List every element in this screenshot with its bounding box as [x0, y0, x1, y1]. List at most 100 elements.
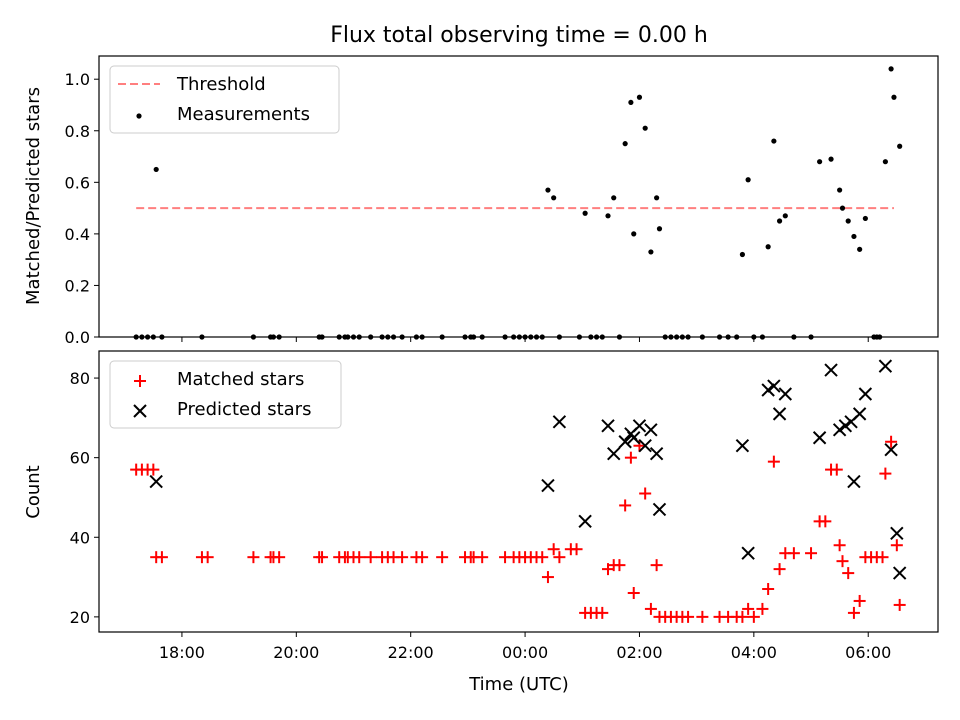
matched-star-marker: [747, 610, 760, 623]
matched-star-marker: [736, 610, 749, 623]
measurement-point: [882, 159, 888, 165]
matched-star-marker: [570, 543, 583, 556]
chart-title: Flux total observing time = 0.00 h: [330, 23, 708, 48]
predicted-star-marker: [601, 419, 615, 433]
measurement-point: [582, 210, 588, 216]
y-tick-label: 40: [70, 528, 90, 547]
predicted-star-marker: [838, 419, 853, 433]
matched-star-marker: [627, 586, 640, 599]
matched-star-marker: [416, 551, 429, 564]
top-panel: 0.0 0.2 0.4 0.6 0.8 1.0 Matched/Predicted sta…: [23, 55, 939, 347]
threshold-legend-label: Threshold: [176, 74, 266, 95]
measurement-point: [636, 94, 643, 100]
y-tick-label: 60: [70, 449, 90, 468]
predicted-star-marker: [652, 502, 667, 517]
matched-star-marker: [767, 455, 780, 468]
measurement-point: [851, 233, 857, 240]
matched-star-marker: [247, 551, 260, 564]
x-axis: 18:00 20:00 22:00 00:00 02:00 04:00 06:00: [159, 632, 891, 662]
measurement-point: [551, 195, 557, 201]
measurements-legend-label: Measurements: [177, 104, 310, 125]
measurement-point: [897, 143, 903, 149]
predicted-star-marker: [824, 363, 838, 377]
top-y-axis-label: Matched/Predicted stars: [23, 87, 44, 305]
matched-star-marker: [155, 551, 168, 564]
predicted-star-marker: [541, 478, 555, 493]
matched-star-marker: [756, 602, 769, 615]
measurement-point: [828, 156, 834, 162]
measurement-point: [839, 205, 846, 211]
measurement-point: [611, 195, 617, 201]
measurement-point: [628, 99, 634, 106]
predicted-star-marker: [741, 546, 755, 560]
x-tick-label: 06:00: [845, 643, 891, 662]
bottom-y-axis-label: Count: [23, 465, 44, 518]
predicted-star-marker: [852, 407, 867, 421]
predicted-star-marker: [578, 514, 592, 529]
matched-star-marker: [476, 551, 489, 564]
measurement-point: [862, 215, 868, 222]
predicted-star-marker: [552, 415, 567, 429]
matched-star-marker: [650, 559, 663, 572]
predicted-star-marker: [649, 446, 664, 461]
matched-star-marker: [819, 515, 832, 528]
bottom-legend-box: [109, 360, 342, 429]
matched-star-marker: [613, 559, 626, 572]
matched-star-marker: [847, 606, 860, 619]
matched-star-marker: [805, 547, 818, 560]
y-tick-label: 0.8: [65, 122, 90, 141]
top-x-ticks: [181, 337, 869, 342]
matched-star-marker: [876, 551, 889, 564]
matched-star-marker: [541, 571, 554, 584]
matched-star-marker: [742, 602, 755, 615]
y-tick-label: 1.0: [65, 70, 90, 89]
predicted-star-marker: [607, 446, 621, 461]
matched-star-marker: [536, 551, 549, 564]
matched-star-marker: [644, 602, 657, 615]
y-tick-label: 20: [70, 608, 90, 627]
measurement-point: [656, 226, 663, 232]
predicted-star-marker: [735, 439, 750, 453]
predicted-star-marker: [761, 383, 775, 397]
measurement-point: [771, 138, 777, 144]
bottom-panel: 20 40 60 80 18:00 20:00 22:00 00:00 02:00 04:00 0…: [23, 350, 939, 695]
bottom-y-axis: 20 40 60 80: [70, 369, 99, 627]
predicted-star-marker: [858, 387, 873, 401]
x-tick-label: 20:00: [273, 643, 319, 662]
measurement-point: [888, 66, 894, 72]
matched-star-marker: [547, 543, 560, 556]
bottom-panel-frame: [98, 350, 939, 633]
measurement-point: [545, 187, 551, 193]
measurements-legend-swatch: [136, 113, 142, 119]
matched-star-marker: [624, 451, 637, 464]
matched-star-marker: [853, 594, 866, 607]
predicted-star-marker: [149, 474, 163, 489]
measurement-point: [857, 246, 863, 252]
measurement-point: [782, 213, 788, 219]
matched-star-marker: [364, 551, 377, 564]
measurement-point: [891, 94, 897, 100]
x-tick-label: 02:00: [616, 643, 662, 662]
predicted-star-marker: [890, 526, 904, 540]
matched-star-marker: [273, 551, 286, 564]
measurement-point: [631, 231, 637, 237]
measurement-point: [648, 249, 654, 255]
matched-star-marker: [893, 598, 906, 611]
matched-star-marker: [633, 439, 646, 452]
measurement-point: [817, 159, 823, 165]
measurement-point: [745, 177, 751, 183]
predicted-star-marker: [878, 359, 893, 373]
matched-star-marker: [619, 499, 632, 512]
matched-star-marker: [879, 467, 892, 480]
predicted-star-marker: [812, 431, 827, 445]
matched-star-marker: [773, 563, 786, 576]
predicted-star-marker: [778, 387, 793, 401]
predicted-star-marker: [644, 423, 658, 437]
matched-star-marker: [842, 567, 855, 580]
predicted-star-marker: [627, 431, 641, 445]
measurement-point: [654, 195, 660, 201]
y-tick-label: 0.4: [65, 225, 90, 244]
matched-star-marker: [833, 539, 846, 552]
matched-star-marker: [639, 487, 652, 500]
